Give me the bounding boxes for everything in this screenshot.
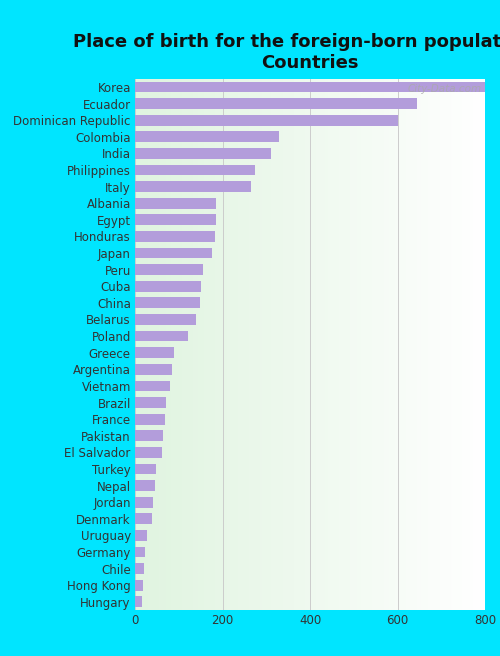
- Bar: [135, 281, 200, 292]
- Bar: [135, 148, 270, 159]
- Bar: [135, 380, 170, 392]
- Bar: [135, 198, 216, 209]
- Text: City-Data.com: City-Data.com: [408, 84, 482, 94]
- Bar: [135, 514, 152, 524]
- Bar: [135, 546, 144, 558]
- Bar: [135, 563, 144, 574]
- Bar: [135, 98, 417, 109]
- Bar: [135, 248, 212, 258]
- Bar: [135, 297, 200, 308]
- Bar: [135, 165, 256, 175]
- Bar: [135, 131, 280, 142]
- Bar: [135, 347, 174, 358]
- Bar: [135, 181, 251, 192]
- Bar: [135, 231, 215, 242]
- Bar: [135, 447, 162, 458]
- Bar: [135, 81, 485, 92]
- Bar: [135, 596, 142, 607]
- Bar: [135, 497, 154, 508]
- Bar: [135, 530, 147, 541]
- Bar: [135, 480, 154, 491]
- Bar: [135, 397, 166, 408]
- Bar: [135, 464, 156, 474]
- Bar: [135, 430, 164, 441]
- Bar: [135, 264, 203, 275]
- Bar: [135, 115, 398, 126]
- Bar: [135, 414, 165, 424]
- Bar: [135, 364, 172, 375]
- Bar: [135, 580, 143, 590]
- Bar: [135, 331, 188, 342]
- Bar: [135, 215, 216, 225]
- Title: Place of birth for the foreign-born population -
Countries: Place of birth for the foreign-born popu…: [74, 33, 500, 72]
- Bar: [135, 314, 196, 325]
